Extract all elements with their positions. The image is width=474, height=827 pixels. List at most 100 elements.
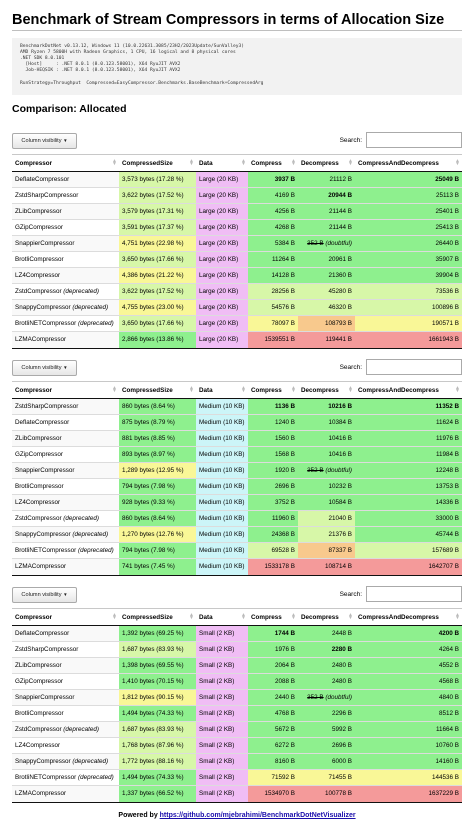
cell-compressed-size: 4,751 bytes (22.98 %) bbox=[119, 235, 196, 252]
cell-compressed-size: 928 bytes (9.33 %) bbox=[119, 494, 196, 511]
table-row: GZipCompressor 1,410 bytes (70.15 %) Small… bbox=[12, 673, 462, 690]
search-box: Search: bbox=[340, 585, 462, 603]
header-compress[interactable]: Compress ▲ ▼ bbox=[248, 608, 298, 626]
search-input[interactable] bbox=[366, 132, 462, 148]
doubtful-value: 352 B bbox=[307, 694, 324, 701]
cell-decompress: 2448 B bbox=[298, 625, 355, 642]
cell-compressed-size: 741 bytes (7.45 %) bbox=[119, 558, 196, 575]
column-header-label: CompressAndDecompress bbox=[358, 386, 439, 394]
cell-decompress: 352 B (doubtful) bbox=[298, 235, 355, 252]
header-compress[interactable]: Compress ▲ ▼ bbox=[248, 381, 298, 399]
header-data[interactable]: Data ▲ ▼ bbox=[196, 154, 248, 172]
cell-compress-and-decompress: 14336 B bbox=[355, 494, 462, 511]
search-input[interactable] bbox=[366, 586, 462, 602]
compressor-name: GZipCompressor bbox=[15, 224, 63, 231]
benchmark-table: Compressor ▲ ▼ CompressedSize ▲ ▼ Data ▲ ▼ Compre… bbox=[12, 608, 462, 802]
environment-line: BenchmarkDotNet v0.13.12, Windows 11 (10… bbox=[20, 44, 245, 49]
cell-compress: 4268 B bbox=[248, 219, 298, 236]
cell-compressed-size: 2,866 bytes (13.86 %) bbox=[119, 331, 196, 348]
cell-compress: 8160 B bbox=[248, 753, 298, 770]
table-row: ZstdSharpCompressor 3,622 bytes (17.52 %)… bbox=[12, 187, 462, 204]
header-compressed-size[interactable]: CompressedSize ▲ ▼ bbox=[119, 381, 196, 399]
cell-compress-and-decompress: 100896 B bbox=[355, 299, 462, 316]
sort-icon: ▲ ▼ bbox=[291, 612, 296, 621]
compressor-name: ZstdSharpCompressor bbox=[15, 403, 79, 410]
cell-compress: 1976 B bbox=[248, 641, 298, 658]
header-decompress[interactable]: Decompress ▲ ▼ bbox=[298, 381, 355, 399]
column-header-label: Data bbox=[199, 613, 213, 621]
sort-icon: ▲ ▼ bbox=[241, 158, 246, 167]
doubtful-value: 352 B bbox=[307, 240, 324, 247]
cell-data: Small (2 KB) bbox=[196, 641, 248, 658]
search-input[interactable] bbox=[366, 359, 462, 375]
cell-compressor: BrotliCompressor bbox=[12, 478, 119, 495]
table-row: SnappierCompressor 1,289 bytes (12.95 %) M… bbox=[12, 462, 462, 479]
sort-icon: ▲ ▼ bbox=[189, 385, 194, 394]
cell-compressed-size: 1,494 bytes (74.33 %) bbox=[119, 769, 196, 786]
cell-data: Large (20 KB) bbox=[196, 187, 248, 204]
title-divider bbox=[12, 30, 462, 31]
header-decompress[interactable]: Decompress ▲ ▼ bbox=[298, 154, 355, 172]
compressor-name: ZstdSharpCompressor bbox=[15, 192, 79, 199]
sort-icon: ▲ ▼ bbox=[112, 385, 117, 394]
sort-icon: ▲ ▼ bbox=[112, 612, 117, 621]
compressor-name: SnappierCompressor bbox=[15, 694, 75, 701]
deprecated-note: (deprecated) bbox=[63, 515, 99, 522]
header-compress-and-decompress[interactable]: CompressAndDecompress ▲ ▼ bbox=[355, 381, 462, 399]
header-compress[interactable]: Compress ▲ ▼ bbox=[248, 154, 298, 172]
table-row: DeflateCompressor 1,392 bytes (69.25 %) Sm… bbox=[12, 625, 462, 642]
footer-link[interactable]: https://github.com/mjebrahimi/BenchmarkD… bbox=[159, 812, 356, 819]
compressor-name: GZipCompressor bbox=[15, 678, 63, 685]
cell-compressor: ZstdSharpCompressor bbox=[12, 398, 119, 415]
sort-icon: ▲ ▼ bbox=[291, 385, 296, 394]
cell-compress-and-decompress: 1661943 B bbox=[355, 331, 462, 348]
compressor-name: ZLibCompressor bbox=[15, 435, 62, 442]
cell-compress-and-decompress: 26440 B bbox=[355, 235, 462, 252]
cell-compress: 5672 B bbox=[248, 721, 298, 738]
column-header-label: Data bbox=[199, 386, 213, 394]
cell-compress-and-decompress: 10760 B bbox=[355, 737, 462, 754]
cell-decompress: 2296 B bbox=[298, 705, 355, 722]
header-compress-and-decompress[interactable]: CompressAndDecompress ▲ ▼ bbox=[355, 608, 462, 626]
cell-compressor: DeflateCompressor bbox=[12, 625, 119, 642]
cell-data: Small (2 KB) bbox=[196, 705, 248, 722]
cell-compressor: SnappyCompressor (deprecated) bbox=[12, 753, 119, 770]
header-compressed-size[interactable]: CompressedSize ▲ ▼ bbox=[119, 154, 196, 172]
header-row: Compressor ▲ ▼ CompressedSize ▲ ▼ Data ▲ ▼ Compre… bbox=[12, 608, 462, 626]
header-decompress[interactable]: Decompress ▲ ▼ bbox=[298, 608, 355, 626]
cell-compress-and-decompress: 1642707 B bbox=[355, 558, 462, 575]
cell-compress: 14128 B bbox=[248, 267, 298, 284]
header-compressor[interactable]: Compressor ▲ ▼ bbox=[12, 381, 119, 399]
cell-data: Medium (10 KB) bbox=[196, 478, 248, 495]
header-compressor[interactable]: Compressor ▲ ▼ bbox=[12, 154, 119, 172]
cell-decompress: 21376 B bbox=[298, 526, 355, 543]
compressor-name: ZstdSharpCompressor bbox=[15, 646, 79, 653]
cell-compress-and-decompress: 13753 B bbox=[355, 478, 462, 495]
compressor-name: ZstdCompressor bbox=[15, 288, 62, 295]
cell-compress: 78097 B bbox=[248, 315, 298, 332]
column-header-label: Decompress bbox=[301, 386, 339, 394]
compressor-name: LZMACompressor bbox=[15, 336, 67, 344]
column-visibility-button[interactable]: Column visibility ▼ bbox=[12, 360, 77, 376]
table-row: LZMACompressor 1,337 bytes (66.52 %) Small… bbox=[12, 785, 462, 802]
compressor-name: ZstdCompressor bbox=[15, 515, 62, 522]
column-visibility-button[interactable]: Column visibility ▼ bbox=[12, 587, 77, 603]
header-compressed-size[interactable]: CompressedSize ▲ ▼ bbox=[119, 608, 196, 626]
cell-compressor: SnappyCompressor (deprecated) bbox=[12, 299, 119, 316]
sort-icon: ▲ ▼ bbox=[241, 385, 246, 394]
column-visibility-button[interactable]: Column visibility ▼ bbox=[12, 133, 77, 149]
table-row: SnappyCompressor (deprecated) 1,772 bytes… bbox=[12, 753, 462, 770]
search-box: Search: bbox=[340, 131, 462, 149]
header-data[interactable]: Data ▲ ▼ bbox=[196, 608, 248, 626]
cell-compressed-size: 1,687 bytes (83.93 %) bbox=[119, 641, 196, 658]
sort-icon: ▲ ▼ bbox=[348, 612, 353, 621]
cell-compressed-size: 893 bytes (8.97 %) bbox=[119, 446, 196, 463]
sort-icon: ▲ ▼ bbox=[348, 158, 353, 167]
cell-compress: 28256 B bbox=[248, 283, 298, 300]
header-compress-and-decompress[interactable]: CompressAndDecompress ▲ ▼ bbox=[355, 154, 462, 172]
header-data[interactable]: Data ▲ ▼ bbox=[196, 381, 248, 399]
cell-compressed-size: 4,755 bytes (23.00 %) bbox=[119, 299, 196, 316]
environment-line: AMD Ryzen 7 5800H with Radeon Graphics, … bbox=[20, 50, 236, 56]
header-compressor[interactable]: Compressor ▲ ▼ bbox=[12, 608, 119, 626]
benchmark-table: Compressor ▲ ▼ CompressedSize ▲ ▼ Data ▲ ▼ Compre… bbox=[12, 154, 462, 348]
